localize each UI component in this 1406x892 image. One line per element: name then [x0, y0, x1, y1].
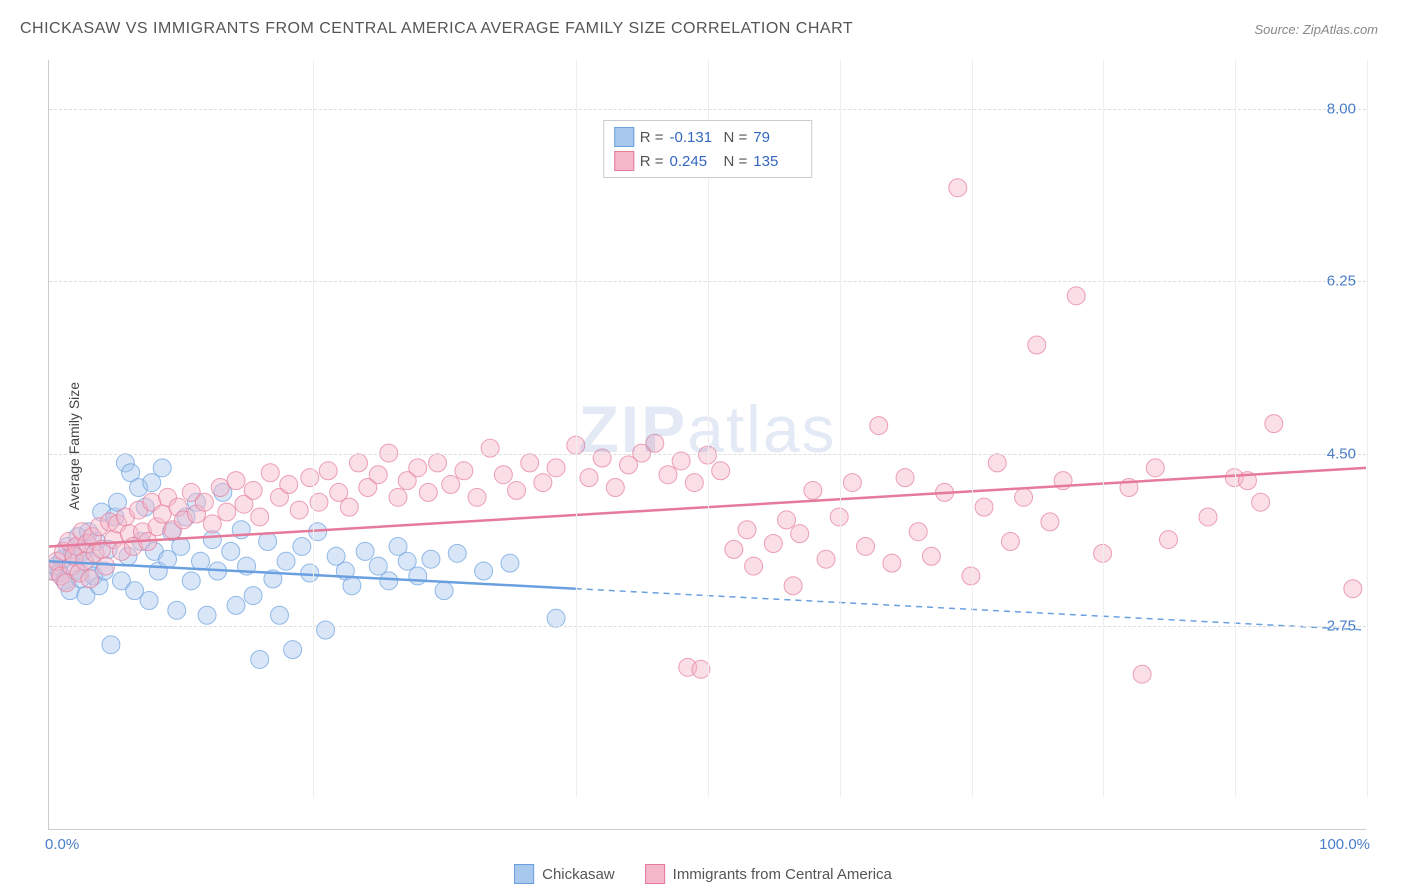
legend-row-chickasaw: R = -0.131 N = 79: [614, 125, 802, 149]
plot-area: ZIPatlas R = -0.131 N = 79 R = 0.245 N =…: [48, 60, 1366, 830]
legend-swatch-chickasaw: [614, 127, 634, 147]
legend-swatch-immigrants: [614, 151, 634, 171]
stats-legend: R = -0.131 N = 79 R = 0.245 N = 135: [603, 120, 813, 178]
y-tick-label: 4.50: [1327, 445, 1356, 462]
x-tick-min: 0.0%: [45, 836, 79, 853]
y-tick-label: 8.00: [1327, 101, 1356, 118]
series-legend: Chickasaw Immigrants from Central Americ…: [514, 864, 892, 884]
correlation-chart: CHICKASAW VS IMMIGRANTS FROM CENTRAL AME…: [0, 0, 1406, 892]
legend-row-immigrants: R = 0.245 N = 135: [614, 149, 802, 173]
y-tick-label: 6.25: [1327, 273, 1356, 290]
legend-swatch-icon: [645, 864, 665, 884]
legend-item-chickasaw: Chickasaw: [514, 864, 615, 884]
x-tick-max: 100.0%: [1319, 836, 1370, 853]
legend-swatch-icon: [514, 864, 534, 884]
y-tick-label: 2.75: [1327, 617, 1356, 634]
chart-title: CHICKASAW VS IMMIGRANTS FROM CENTRAL AME…: [20, 20, 853, 38]
legend-item-immigrants: Immigrants from Central America: [645, 864, 892, 884]
source-label: Source: ZipAtlas.com: [1254, 22, 1378, 37]
